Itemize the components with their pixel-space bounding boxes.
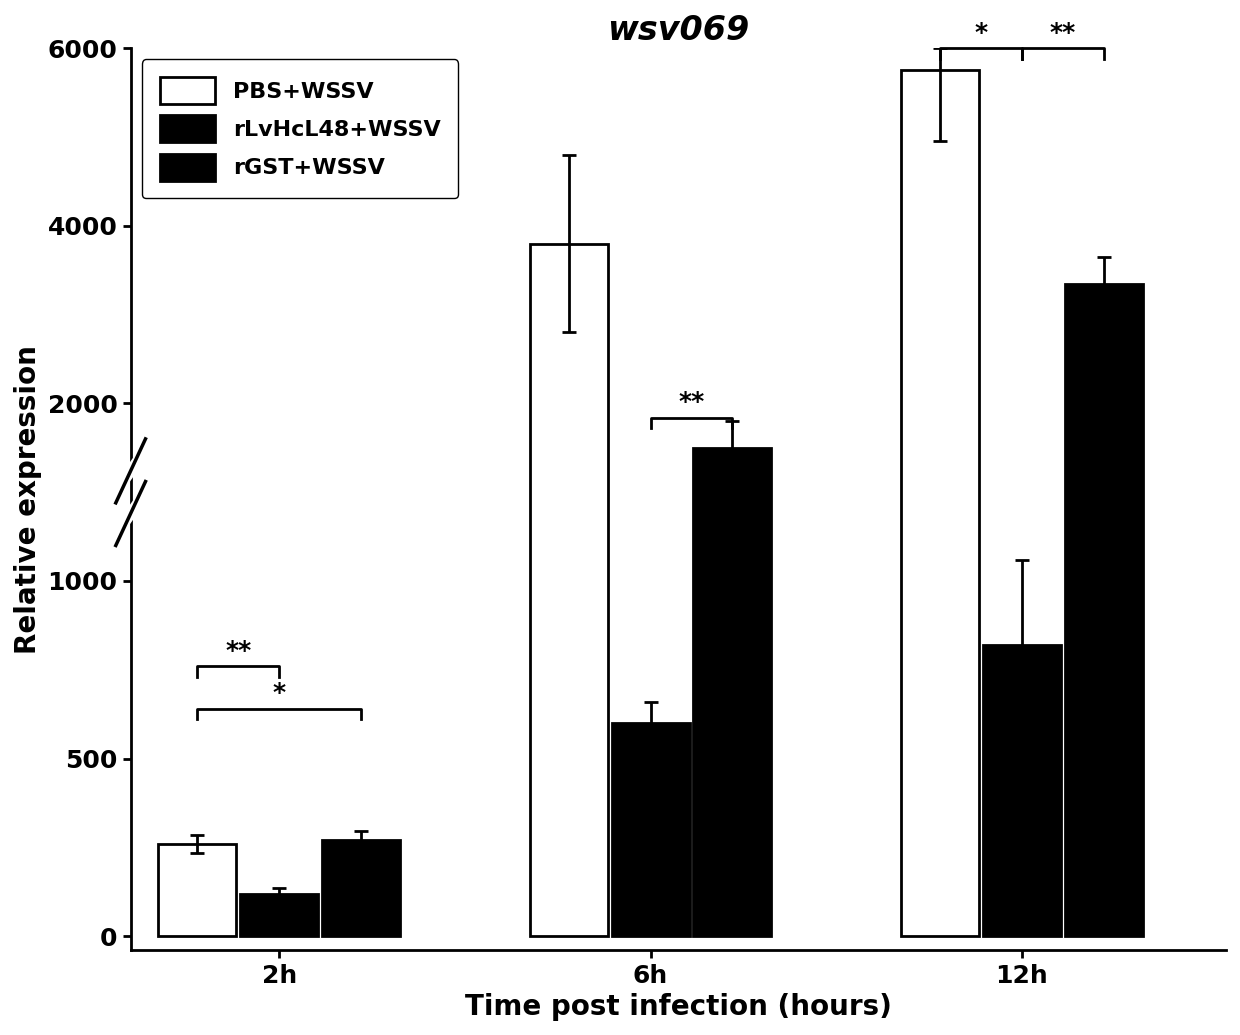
Bar bbox=[901, 70, 980, 936]
Bar bbox=[983, 645, 1061, 936]
Text: **: ** bbox=[678, 390, 704, 414]
Bar bbox=[693, 448, 771, 936]
X-axis label: Time post infection (hours): Time post infection (hours) bbox=[465, 994, 892, 1022]
Bar bbox=[529, 243, 608, 936]
Legend: PBS+WSSV, rLvHcL48+WSSV, rGST+WSSV: PBS+WSSV, rLvHcL48+WSSV, rGST+WSSV bbox=[141, 59, 459, 199]
Text: **: ** bbox=[1049, 21, 1076, 45]
Title: wsv069: wsv069 bbox=[608, 13, 749, 47]
Bar bbox=[322, 840, 399, 936]
Y-axis label: Relative expression: Relative expression bbox=[14, 345, 42, 654]
Bar bbox=[611, 723, 689, 936]
Text: *: * bbox=[273, 681, 285, 705]
Bar bbox=[1065, 284, 1142, 936]
Bar bbox=[159, 844, 237, 936]
Bar bbox=[241, 893, 319, 936]
Text: **: ** bbox=[226, 639, 252, 662]
Text: *: * bbox=[975, 21, 987, 45]
